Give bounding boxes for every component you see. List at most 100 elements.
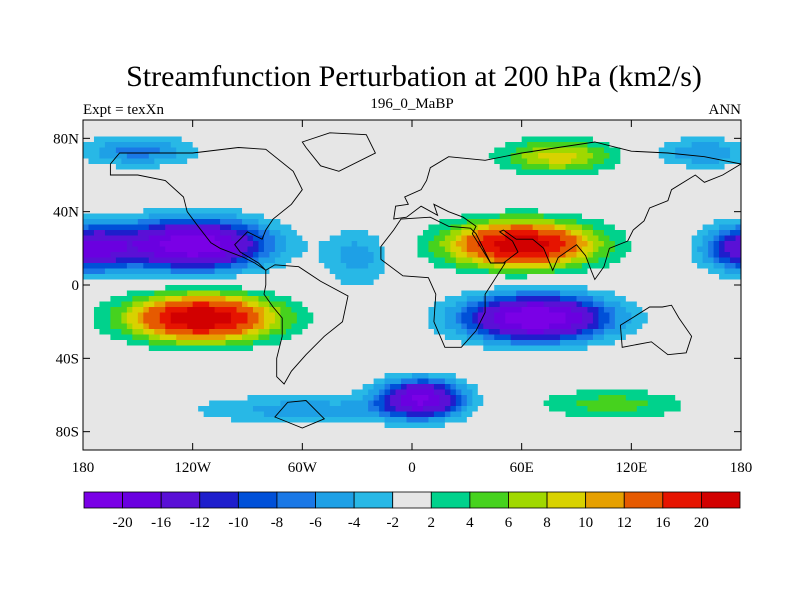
field-cell <box>242 169 249 176</box>
field-cell <box>220 224 227 231</box>
field-cell <box>99 175 106 182</box>
field-cell <box>428 186 435 193</box>
field-cell <box>104 241 112 248</box>
field-cell <box>730 340 737 347</box>
field-cell <box>565 186 572 193</box>
field-cell <box>296 158 303 165</box>
field-cell <box>137 175 144 182</box>
field-cell <box>532 164 539 171</box>
field-cell <box>724 246 731 253</box>
field-cell <box>653 175 660 182</box>
field-cell <box>439 164 446 171</box>
field-cell <box>170 263 177 270</box>
field-cell <box>549 169 556 176</box>
field-cell <box>708 246 715 253</box>
field-cell <box>543 208 550 215</box>
field-cell <box>137 235 144 242</box>
field-cell <box>510 230 517 237</box>
field-cell <box>220 136 227 143</box>
field-cell <box>99 296 106 303</box>
field-cell <box>340 169 347 176</box>
field-cell <box>488 164 495 171</box>
field-cell <box>653 268 660 275</box>
field-cell <box>428 323 435 330</box>
field-cell <box>236 169 243 176</box>
field-cell <box>159 224 166 231</box>
field-cell <box>516 120 523 127</box>
field-cell <box>494 274 501 281</box>
field-cell <box>472 246 479 253</box>
field-cell <box>669 307 676 314</box>
field-cell <box>719 180 726 187</box>
field-cell <box>187 235 194 242</box>
field-cell <box>417 142 424 149</box>
field-cell <box>554 125 561 132</box>
field-cell <box>143 345 150 352</box>
field-cell <box>521 175 528 182</box>
field-cell <box>466 279 473 286</box>
field-cell <box>428 136 435 143</box>
field-cell <box>181 318 188 325</box>
field-cell <box>220 186 227 193</box>
field-cell <box>560 197 567 204</box>
field-cell <box>724 136 731 143</box>
field-cell <box>263 329 271 336</box>
field-cell <box>505 257 512 264</box>
field-cell <box>444 197 451 204</box>
field-cell <box>368 180 375 187</box>
field-cell <box>390 197 397 204</box>
field-cell <box>225 268 232 275</box>
field-cell <box>165 263 172 270</box>
field-cell <box>296 279 303 286</box>
field-cell <box>302 158 309 165</box>
field-cell <box>669 136 676 143</box>
field-cell <box>165 208 172 215</box>
field-cell <box>472 285 479 292</box>
field-cell <box>603 268 610 275</box>
field-cell <box>532 153 539 160</box>
field-cell <box>154 175 161 182</box>
field-cell <box>225 329 232 336</box>
field-cell <box>329 334 336 341</box>
field-cell <box>176 307 183 314</box>
field-cell <box>313 125 320 132</box>
field-cell <box>93 323 101 330</box>
field-cell <box>121 230 128 237</box>
field-cell <box>99 263 106 270</box>
field-cell <box>126 340 133 347</box>
subtitle-left: Expt = texXn <box>83 102 164 118</box>
field-cell <box>444 274 451 281</box>
field-cell <box>220 219 227 226</box>
field-cell <box>422 136 430 143</box>
field-cell <box>675 169 682 176</box>
field-cell <box>126 175 133 182</box>
field-cell <box>735 131 741 138</box>
field-cell <box>209 208 216 215</box>
field-cell <box>543 186 550 193</box>
field-cell <box>220 202 227 209</box>
field-cell <box>93 153 101 160</box>
field-cell <box>110 219 117 226</box>
field-cell <box>368 252 375 259</box>
field-cell <box>137 323 144 330</box>
field-cell <box>236 213 243 220</box>
field-cell <box>647 318 654 325</box>
field-cell <box>521 241 528 248</box>
field-cell <box>488 197 495 204</box>
field-cell <box>252 147 260 154</box>
field-cell <box>291 158 298 165</box>
field-cell <box>647 180 654 187</box>
field-cell <box>499 158 506 165</box>
field-cell <box>565 169 572 176</box>
field-cell <box>307 197 314 204</box>
field-cell <box>280 197 287 204</box>
field-cell <box>209 252 216 259</box>
field-cell <box>510 180 517 187</box>
field-cell <box>472 125 479 132</box>
field-cell <box>351 180 358 187</box>
field-cell <box>302 329 309 336</box>
field-cell <box>730 153 737 160</box>
field-cell <box>203 296 210 303</box>
field-cell <box>450 345 457 352</box>
field-cell <box>187 301 194 308</box>
